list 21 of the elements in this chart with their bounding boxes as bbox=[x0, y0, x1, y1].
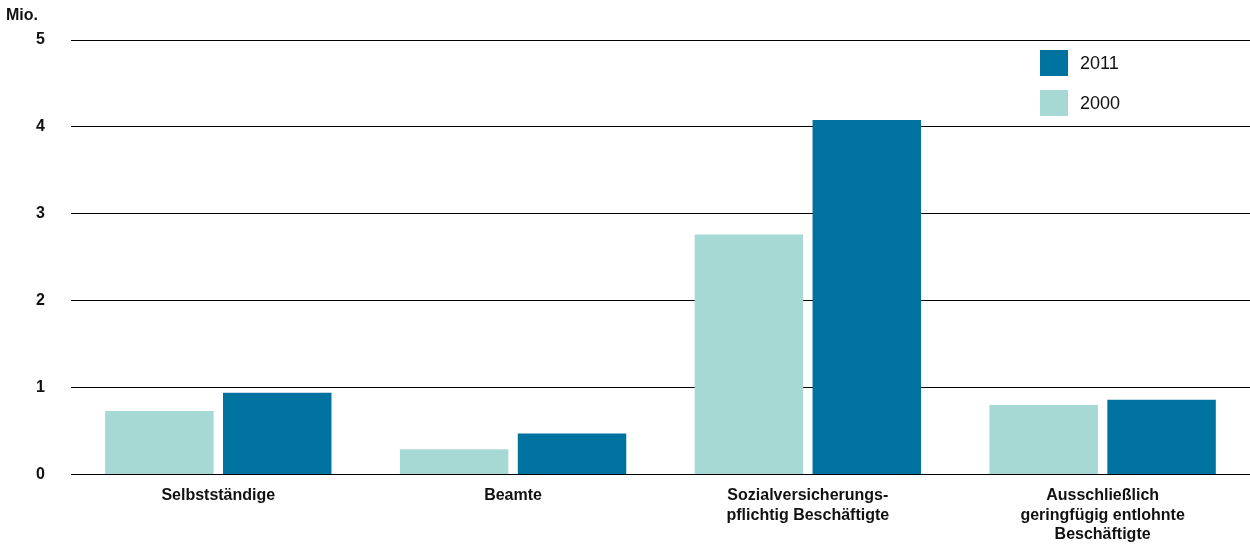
bar bbox=[694, 234, 804, 474]
y-tick-label: 1 bbox=[35, 377, 45, 395]
x-tick-label: Ausschließlich geringfügig entlohnte Beschäftigte bbox=[1020, 486, 1185, 542]
x-tick-label: Selbstständige bbox=[161, 486, 276, 504]
bar bbox=[517, 433, 627, 474]
x-tick-label: Sozialversicherungs-pflichtig Beschäftigte bbox=[726, 486, 890, 523]
y-tick-label: 0 bbox=[35, 464, 45, 482]
bar bbox=[399, 449, 509, 474]
y-tick-label: 5 bbox=[35, 30, 45, 48]
bar bbox=[812, 119, 922, 474]
x-tick-label: Beamte bbox=[484, 486, 543, 504]
bar bbox=[105, 410, 214, 474]
y-tick-label: 3 bbox=[35, 204, 45, 222]
legend-label: 2000 bbox=[1080, 92, 1121, 113]
y-tick-label: 2 bbox=[35, 291, 45, 309]
y-tick-label: 4 bbox=[35, 117, 45, 135]
bar bbox=[989, 404, 1098, 474]
legend-label: 2011 bbox=[1080, 52, 1119, 73]
y-axis-title: Mio. bbox=[6, 6, 38, 24]
bar bbox=[223, 392, 332, 474]
bar bbox=[1107, 399, 1216, 474]
